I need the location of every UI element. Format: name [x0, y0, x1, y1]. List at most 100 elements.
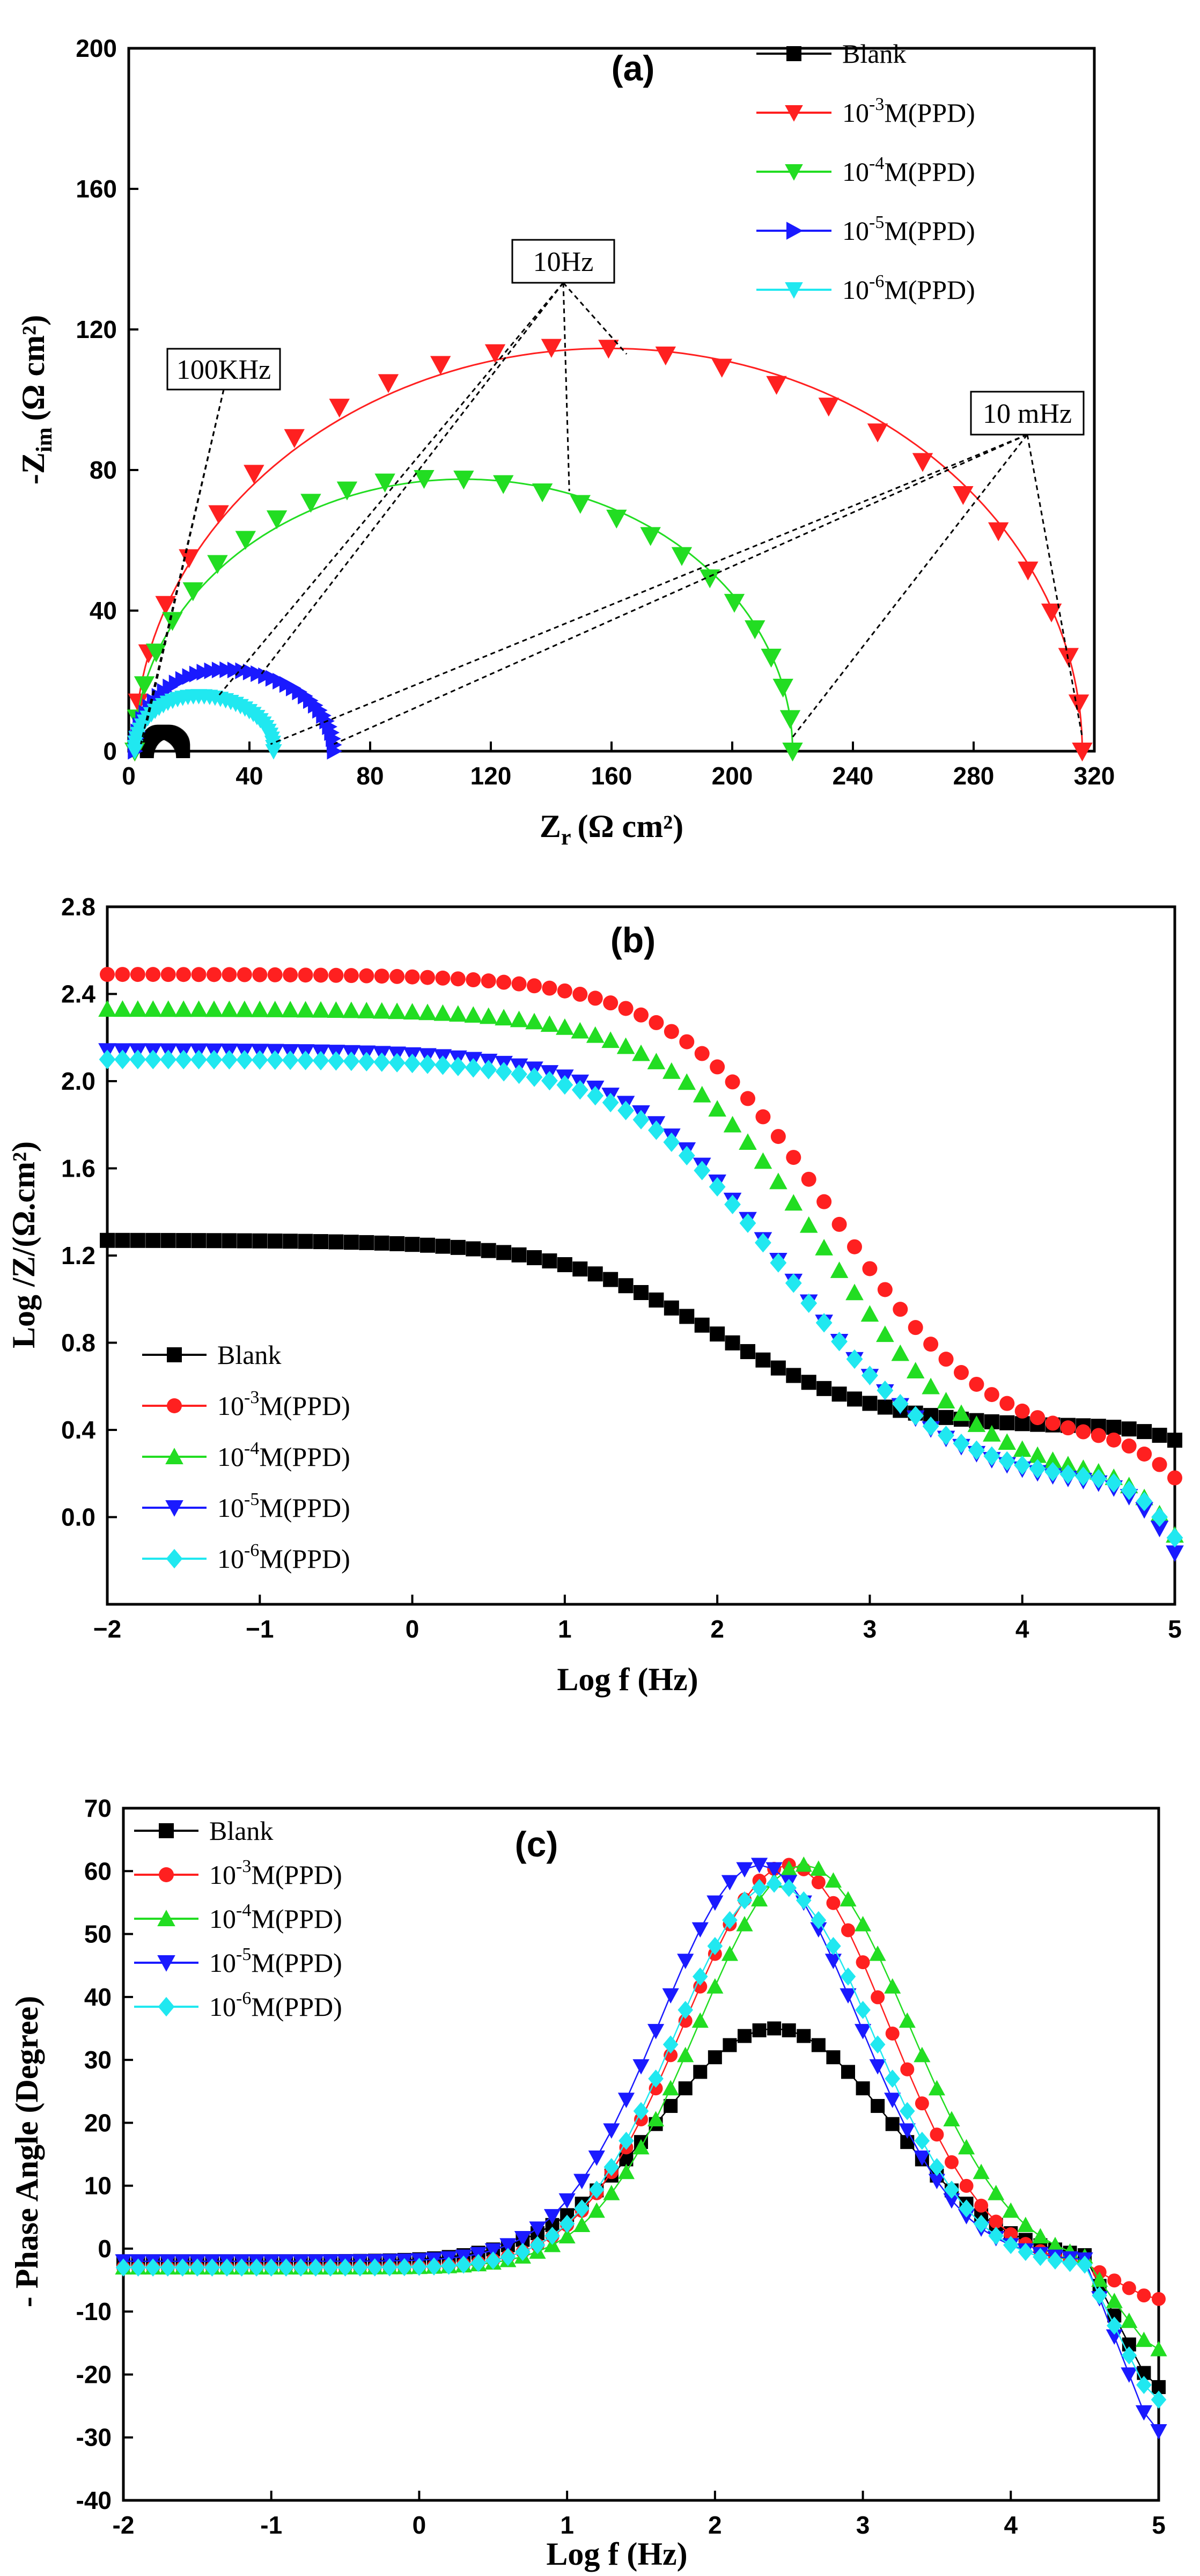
a-xtick-label: 160: [591, 762, 632, 790]
b-ytick-label: 2.4: [61, 980, 95, 1008]
c-xtick-label: 5: [1152, 2511, 1166, 2539]
data-point: [527, 1250, 542, 1265]
data-point: [418, 1003, 437, 1021]
data-point: [755, 1232, 771, 1253]
c-legend-marker: [157, 1955, 175, 1972]
data-point: [100, 1232, 115, 1248]
data-point: [527, 978, 542, 994]
data-point: [1166, 1528, 1183, 1548]
c-legend-label: 10-3M(PPD): [209, 1856, 342, 1890]
data-point: [664, 1024, 679, 1039]
data-point: [922, 1377, 940, 1395]
data-point: [893, 1302, 908, 1317]
data-point: [222, 967, 237, 982]
panel-title-a: (a): [612, 48, 655, 88]
plot-frame-a: [127, 47, 1096, 753]
data-point: [464, 1006, 483, 1023]
data-point: [541, 339, 562, 358]
data-point: [618, 1001, 634, 1016]
data-point: [481, 1243, 496, 1258]
data-point: [281, 1001, 299, 1018]
data-point: [739, 1133, 757, 1150]
frequency-annotation: 10Hz: [218, 239, 628, 696]
data-point: [430, 356, 451, 375]
a-xtick-label: 80: [356, 762, 384, 790]
data-point: [830, 1261, 849, 1278]
data-point: [435, 1238, 451, 1254]
c-ytick-label: -10: [76, 2298, 112, 2325]
data-point: [176, 1233, 192, 1249]
c-xtick-label: 1: [560, 2511, 574, 2539]
data-point: [176, 744, 190, 758]
data-point: [329, 399, 350, 418]
c-legend-marker: [158, 1997, 175, 2017]
c-ytick-label: 30: [84, 2046, 112, 2074]
data-point: [618, 1278, 634, 1294]
data-point: [479, 1007, 498, 1024]
data-point: [359, 968, 374, 984]
data-point: [725, 1335, 740, 1351]
data-point: [495, 1009, 513, 1026]
c-ytick-label: 40: [84, 1983, 112, 2011]
data-point: [983, 1446, 1000, 1466]
data-point: [336, 481, 358, 501]
data-point: [570, 495, 591, 514]
a-xtick-label: 0: [122, 762, 136, 790]
c-legend-label: 10-6M(PPD): [209, 1988, 342, 2022]
data-point: [969, 1376, 984, 1392]
series-line: [123, 2028, 1159, 2388]
data-point: [1167, 1470, 1182, 1486]
data-point: [571, 1080, 588, 1100]
data-point: [357, 1002, 376, 1018]
b-ytick-label: 0.0: [61, 1503, 95, 1531]
data-point: [511, 976, 527, 992]
data-point: [191, 1233, 207, 1249]
a-ytick-label: 200: [76, 34, 117, 62]
data-point: [845, 1283, 864, 1301]
c-ytick-label: 60: [84, 1857, 112, 1885]
fit-curve: [134, 478, 793, 752]
frequency-annotation: 100KHz: [140, 348, 281, 745]
b-legend-marker: [165, 1448, 183, 1464]
data-point: [999, 1396, 1015, 1411]
data-point: [1041, 603, 1062, 623]
a-legend-label: 10-3M(PPD): [842, 94, 975, 128]
a-legend-label: 10-5M(PPD): [842, 212, 975, 246]
data-point: [983, 1425, 1001, 1442]
data-point: [634, 1007, 649, 1023]
data-point: [115, 1232, 130, 1248]
data-point: [1152, 1427, 1167, 1443]
data-point: [1121, 1421, 1137, 1437]
data-point: [388, 1053, 406, 1073]
data-point: [1150, 2424, 1167, 2440]
data-point: [435, 1055, 451, 1075]
series-10-6: [126, 689, 282, 760]
b-legend-marker: [167, 1398, 182, 1413]
data-point: [252, 1233, 268, 1249]
y-axis-label-a: -Zim(Ω cm²): [16, 315, 57, 485]
data-point: [766, 376, 787, 395]
data-point: [1091, 1428, 1106, 1443]
data-point: [378, 374, 399, 393]
data-point: [372, 1002, 391, 1019]
c-ytick-label: 0: [98, 2235, 112, 2263]
data-point: [480, 1060, 497, 1080]
data-point: [266, 510, 288, 530]
x-axis-label-c: Log f (Hz): [546, 2536, 687, 2572]
data-point: [237, 1233, 252, 1249]
data-point: [816, 1381, 832, 1396]
c-ytick-label: -20: [76, 2360, 112, 2388]
data-point: [556, 1018, 574, 1035]
data-point: [769, 1172, 787, 1190]
data-point: [1152, 1457, 1167, 1472]
data-point: [496, 974, 512, 990]
data-point: [343, 968, 359, 984]
data-point: [723, 1115, 742, 1133]
data-point: [511, 1247, 527, 1263]
data-point: [785, 1273, 802, 1293]
bode-magnitude-panel: (b) −2 −1 0 1 2 3 4 5 0.0 0.4 0.8 1.2 1.6 2.0 2.4 2.8 B…: [6, 893, 1184, 1697]
y-axis-label-b: Log /Z/(Ω.cm²): [6, 1141, 41, 1348]
data-point: [710, 1326, 725, 1342]
a-legend-marker: [785, 164, 803, 181]
data-point: [937, 1392, 955, 1408]
